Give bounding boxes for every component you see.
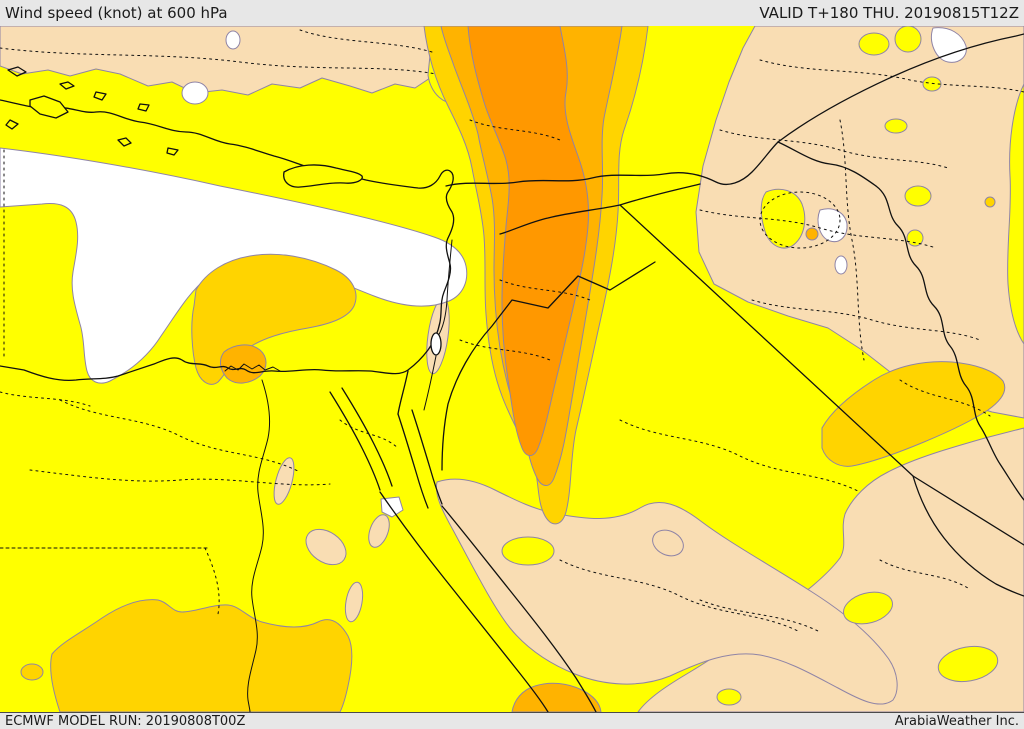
calm-patch-northeast	[931, 27, 967, 63]
wind-band-orange-nw-tip	[219, 344, 267, 384]
dotted-boundary	[751, 299, 981, 341]
border-iraq-iran	[875, 185, 1024, 501]
lake-dead-sea	[430, 332, 442, 356]
dotted-boundary	[759, 59, 1024, 93]
valid-time-label: VALID T+180 THU. 20190815T12Z	[759, 4, 1019, 22]
yellow-patch-iraq	[884, 118, 908, 134]
wind-band-gold-saudi	[821, 361, 1006, 467]
gold-dot	[20, 663, 44, 681]
dotted-boundary	[559, 559, 801, 633]
island-aegean	[59, 81, 75, 90]
river-nile	[247, 379, 271, 712]
dotted-boundary	[59, 399, 301, 473]
yellow-strip-east-edge	[1007, 83, 1024, 345]
dotted-boundary	[619, 419, 861, 493]
island-aegean	[29, 95, 69, 119]
island-aegean	[137, 103, 150, 112]
yellow-hole-in-band	[501, 536, 555, 566]
yellow-patch-southeast	[937, 645, 999, 683]
coastline-gulf-of-suez	[341, 387, 393, 487]
wind-band-orange-south-tongue	[511, 682, 602, 712]
yellow-patch-iraq	[858, 32, 890, 56]
brand-label: ArabiaWeather Inc.	[894, 713, 1019, 729]
wind-band-dark-orange-core	[467, 26, 589, 456]
river-jordan	[437, 239, 453, 337]
lake-turkey	[225, 30, 241, 50]
yellow-patch-iraq-west	[760, 188, 806, 249]
peach-strip	[305, 528, 347, 566]
header-bar: Wind speed (knot) at 600 hPa VALID T+180…	[0, 0, 1024, 26]
border-turkey-northeast	[777, 33, 1024, 143]
peach-strip	[368, 514, 390, 548]
yellow-patch-iraq	[922, 76, 942, 92]
island-aegean	[5, 119, 19, 130]
coastline-red-sea-east	[441, 505, 597, 712]
yellow-patch-southeast	[716, 688, 742, 706]
wind-band-peach-southeast	[637, 427, 1024, 712]
island-aegean	[7, 66, 27, 77]
dotted-boundary	[339, 419, 399, 449]
peach-strip	[652, 529, 684, 557]
border-egypt-israel	[397, 370, 409, 415]
coastline-gulf-of-suez	[329, 391, 381, 491]
dotted-boundary	[0, 47, 437, 75]
map-title: Wind speed (knot) at 600 hPa	[5, 4, 228, 22]
dotted-boundary	[839, 119, 865, 361]
lake-razzaza	[834, 255, 848, 275]
border-jordan-syria	[499, 204, 621, 235]
dotted-boundary	[699, 599, 821, 633]
yellow-patch-iraq	[894, 26, 922, 53]
map-canvas	[0, 26, 1024, 712]
dotted-boundary	[719, 129, 949, 169]
dotted-boundary	[299, 29, 433, 53]
dotted-boundary	[204, 547, 220, 615]
model-run-label: ECMWF MODEL RUN: 20190808T00Z	[5, 713, 246, 729]
orange-dot	[805, 227, 819, 241]
dotted-boundary	[699, 209, 937, 249]
coastline-red-sea-west	[379, 491, 549, 712]
yellow-patch-iraq	[906, 229, 924, 247]
island-aegean	[166, 147, 179, 156]
dotted-boundary	[29, 469, 331, 486]
border-wadi-araba	[423, 355, 437, 411]
border-syria-iraq	[619, 183, 701, 206]
border-saudi-kuwait	[912, 475, 1024, 597]
border-turkey-syria	[445, 141, 779, 187]
lake-turkey	[181, 81, 209, 105]
coastline-gulf-of-aqaba	[397, 413, 429, 509]
coastline-nile-delta	[224, 363, 281, 372]
wind-band-gold-south-egypt	[50, 599, 353, 712]
peach-strip	[344, 581, 364, 623]
border-turkey-iraq	[777, 141, 877, 187]
dotted-boundary	[899, 379, 991, 417]
wind-band-peach-central-saudi	[435, 478, 898, 705]
island-cyprus	[283, 164, 363, 188]
yellow-patch-southeast	[843, 591, 893, 625]
peach-strip	[273, 457, 295, 505]
yellow-patch-iraq	[904, 185, 932, 207]
island-aegean	[117, 137, 132, 147]
coastline-gulf-of-aqaba	[411, 409, 443, 505]
island-aegean	[93, 91, 107, 101]
gold-dot	[984, 196, 996, 208]
footer-bar: ECMWF MODEL RUN: 20190808T00Z ArabiaWeat…	[0, 712, 1024, 729]
map-area	[0, 26, 1024, 712]
border-jordan-saudi	[441, 261, 656, 471]
dotted-boundary-ring	[759, 191, 841, 249]
